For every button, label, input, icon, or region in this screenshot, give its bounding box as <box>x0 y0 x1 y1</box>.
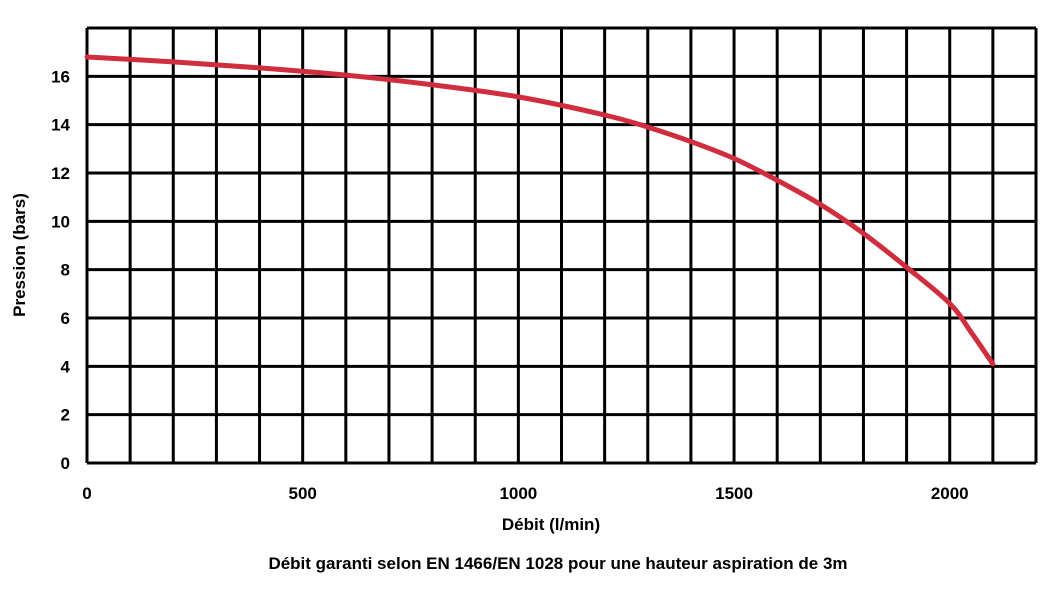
grid <box>85 26 1038 465</box>
y-tick-labels: 0 2 4 6 8 10 12 14 16 <box>51 67 70 473</box>
y-tick-label: 2 <box>61 406 70 425</box>
x-tick-label: 1000 <box>499 484 537 503</box>
x-tick-label: 1500 <box>715 484 753 503</box>
y-tick-label: 0 <box>61 454 70 473</box>
y-tick-label: 16 <box>51 67 70 86</box>
series-line <box>84 54 996 367</box>
y-axis-title: Pression (bars) <box>10 193 29 317</box>
y-tick-label: 6 <box>61 309 70 328</box>
chart-caption: Débit garanti selon EN 1466/EN 1028 pour… <box>268 554 847 573</box>
y-tick-label: 10 <box>51 212 70 231</box>
x-axis-title: Débit (l/min) <box>502 515 600 534</box>
x-tick-labels: 0 500 1000 1500 2000 <box>82 484 968 503</box>
y-tick-label: 12 <box>51 164 70 183</box>
x-tick-label: 0 <box>82 484 91 503</box>
y-tick-label: 4 <box>61 357 71 376</box>
x-tick-label: 500 <box>288 484 316 503</box>
series-layer <box>84 54 996 367</box>
y-tick-label: 8 <box>61 261 70 280</box>
x-tick-label: 2000 <box>931 484 969 503</box>
y-tick-label: 14 <box>51 116 70 135</box>
